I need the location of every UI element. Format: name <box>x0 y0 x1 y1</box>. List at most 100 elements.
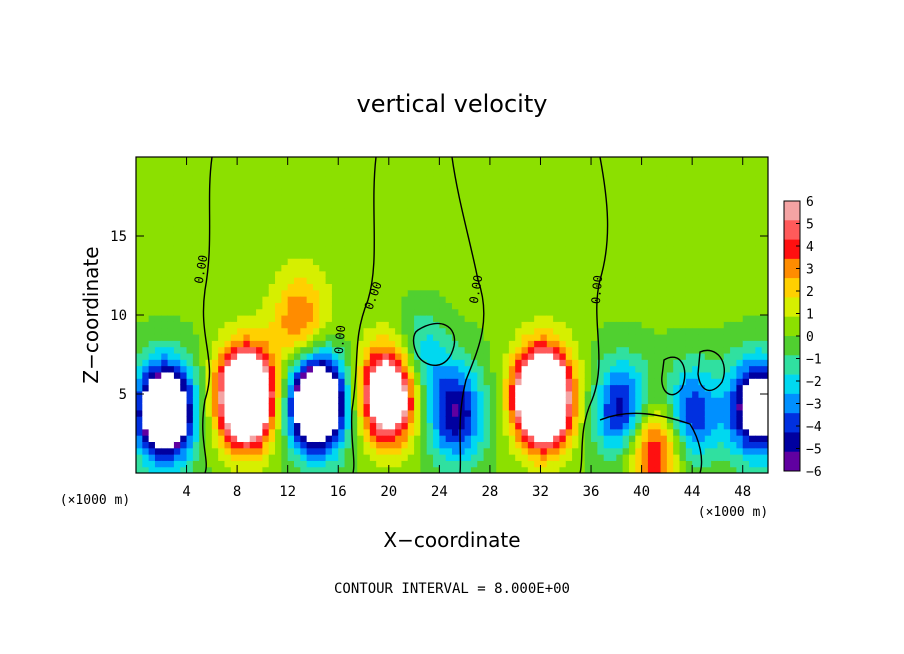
field-cell <box>325 378 333 386</box>
field-cell <box>654 264 662 272</box>
field-cell <box>325 435 333 442</box>
field-cell <box>679 226 687 234</box>
field-cell <box>420 296 428 303</box>
field-cell <box>306 428 314 436</box>
field-cell <box>281 340 289 348</box>
field-cell <box>148 175 156 183</box>
field-cell <box>401 447 409 455</box>
field-cell <box>749 371 756 379</box>
field-cell <box>312 163 320 171</box>
field-cell <box>565 264 573 272</box>
field-cell <box>597 232 605 240</box>
field-cell <box>407 390 415 398</box>
field-cell <box>458 157 466 164</box>
field-cell <box>717 220 725 228</box>
field-cell <box>521 346 529 354</box>
field-cell <box>445 340 453 348</box>
field-cell <box>388 201 396 209</box>
field-cell <box>218 201 226 209</box>
field-cell <box>736 213 744 221</box>
field-cell <box>654 302 662 310</box>
field-cell <box>262 384 270 392</box>
field-cell <box>502 308 510 316</box>
field-cell <box>433 346 440 354</box>
field-cell <box>357 428 365 436</box>
field-cell <box>388 213 396 221</box>
field-cell <box>508 416 516 424</box>
field-cell <box>414 245 421 253</box>
field-cell <box>452 340 459 348</box>
field-cell <box>565 251 573 259</box>
field-cell <box>597 296 605 303</box>
field-cell <box>679 454 687 461</box>
field-cell <box>433 188 440 196</box>
field-cell <box>534 460 542 468</box>
field-cell <box>224 422 232 430</box>
field-cell <box>224 365 232 373</box>
field-cell <box>319 308 327 316</box>
field-cell <box>610 359 617 367</box>
field-cell <box>635 378 643 386</box>
field-cell <box>148 454 156 461</box>
field-cell <box>331 409 339 417</box>
field-cell <box>597 258 605 266</box>
field-cell <box>154 340 162 348</box>
field-cell <box>420 403 428 411</box>
field-cell <box>211 302 219 310</box>
field-cell <box>369 175 377 183</box>
field-cell <box>275 397 282 405</box>
field-cell <box>521 371 529 379</box>
field-cell <box>294 226 301 234</box>
field-cell <box>325 390 333 398</box>
field-cell <box>136 302 143 310</box>
field-cell <box>483 371 491 379</box>
field-cell <box>256 435 263 442</box>
field-cell <box>742 378 750 386</box>
field-cell <box>205 346 213 354</box>
field-cell <box>742 201 750 209</box>
field-cell <box>489 422 497 430</box>
field-cell <box>616 157 624 164</box>
field-cell <box>635 308 643 316</box>
field-cell <box>559 239 567 247</box>
field-cell <box>167 232 175 240</box>
field-cell <box>180 220 188 228</box>
field-cell <box>673 352 681 360</box>
field-cell <box>628 258 636 266</box>
field-cell <box>319 194 327 202</box>
field-cell <box>489 365 497 373</box>
field-cell <box>641 157 649 164</box>
field-cell <box>508 333 516 341</box>
field-cell <box>635 163 643 171</box>
field-cell <box>508 428 516 436</box>
field-cell <box>224 327 232 335</box>
field-cell <box>711 245 719 253</box>
field-cell <box>761 283 768 291</box>
field-cell <box>483 239 491 247</box>
field-cell <box>173 340 181 348</box>
field-cell <box>167 175 175 183</box>
field-cell <box>167 207 175 215</box>
field-cell <box>755 163 763 171</box>
field-cell <box>300 213 308 221</box>
field-cell <box>192 277 200 284</box>
field-cell <box>616 460 624 468</box>
field-cell <box>477 296 485 303</box>
field-cell <box>426 277 434 284</box>
field-cell <box>388 460 396 468</box>
field-cell <box>445 194 453 202</box>
field-cell <box>319 283 327 291</box>
field-cell <box>591 296 598 303</box>
field-cell <box>407 333 415 341</box>
field-cell <box>641 194 649 202</box>
field-cell <box>211 315 219 322</box>
field-cell <box>243 264 251 272</box>
field-cell <box>445 422 453 430</box>
field-cell <box>742 270 750 278</box>
field-cell <box>572 258 579 266</box>
field-cell <box>578 258 586 266</box>
field-cell <box>641 378 649 386</box>
field-cell <box>666 157 674 164</box>
field-cell <box>616 308 624 316</box>
field-cell <box>527 277 535 284</box>
